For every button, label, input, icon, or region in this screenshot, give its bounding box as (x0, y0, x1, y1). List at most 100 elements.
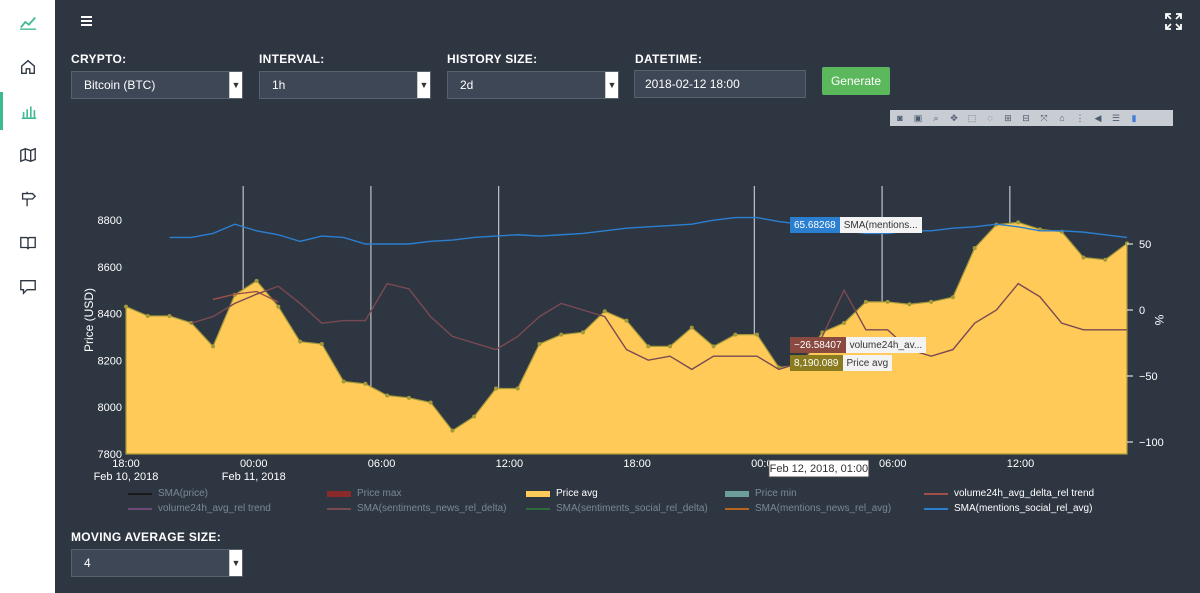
map-icon (19, 147, 36, 163)
sidebar-item-home[interactable] (0, 48, 55, 86)
home-icon (20, 59, 35, 74)
y-left-axis-title: Price (USD) (82, 288, 96, 352)
price-avg-point (211, 344, 216, 349)
legend-label: SMA(mentions_social_rel_avg) (954, 503, 1093, 514)
plotly-logo-icon[interactable]: ▮ (1131, 112, 1137, 123)
price-avg-point (254, 278, 259, 283)
price-avg-point (450, 428, 455, 433)
zoom-out-icon[interactable]: ⊟ (1022, 112, 1030, 123)
reset-axes-icon[interactable]: ⌂ (1059, 113, 1065, 123)
legend-item-mentions-news[interactable]: SMA(mentions_news_rel_avg) (725, 503, 891, 514)
series-line-3 (169, 216, 1128, 245)
sidebar-item-charts[interactable] (0, 92, 55, 130)
price-avg-point (363, 381, 368, 386)
crypto-select-value: Bitcoin (BTC) (84, 78, 156, 92)
sidebar-item-map[interactable] (0, 136, 55, 174)
price-avg-point (907, 302, 912, 307)
price-avg-point (711, 344, 716, 349)
legend-item-price-min[interactable]: Price min (725, 488, 797, 499)
sidebar-item-docs[interactable] (0, 224, 55, 262)
autoscale-icon[interactable]: ⤧ (1040, 112, 1048, 123)
y-left-tick-label: 8600 (98, 262, 122, 274)
x-tick-label: 12:00 (1007, 458, 1035, 470)
legend-item-sentiments-social[interactable]: SMA(sentiments_social_rel_delta) (526, 503, 708, 514)
fullscreen-icon[interactable] (1165, 13, 1182, 30)
legend-item-price-max[interactable]: Price max (327, 488, 401, 499)
camera-icon[interactable]: ◙ (897, 113, 903, 123)
pan-icon[interactable]: ✥ (950, 112, 958, 123)
chart-legend: SMA(price) Price max Price avg Price min… (55, 486, 1200, 516)
y-left-tick-label: 8400 (98, 309, 122, 321)
y-right-tick-label: 50 (1139, 239, 1151, 251)
y-left-tick-label: 8000 (98, 402, 122, 414)
price-avg-point (385, 393, 390, 398)
datetime-label: DATETIME: (635, 52, 703, 66)
spike-lines-icon[interactable]: ⋮ (1075, 112, 1085, 123)
history-size-select[interactable]: 2d ▼ (447, 71, 619, 99)
legend-item-mentions-social[interactable]: SMA(mentions_social_rel_avg) (924, 503, 1092, 514)
legend-label: Price max (357, 488, 402, 499)
price-avg-point (1125, 241, 1129, 246)
history-size-label: HISTORY SIZE: (447, 52, 538, 66)
hamburger-icon[interactable] (79, 12, 95, 30)
price-avg-point (863, 299, 868, 304)
price-avg-point (929, 299, 934, 304)
price-avg-point (472, 414, 477, 419)
sidebar-item-logo[interactable] (0, 3, 55, 41)
zoom-icon[interactable]: ⌕ (933, 112, 939, 123)
hover-compare-icon[interactable]: ☰ (1111, 112, 1121, 123)
price-avg-point (602, 309, 607, 314)
crypto-label: CRYPTO: (71, 52, 127, 66)
price-chart[interactable]: 7800 8000 8200 8400 8600 8800 50 0 −50 −100 Price … (55, 120, 1200, 530)
hover-tag: −26.58407 volume24h_av... (790, 337, 927, 353)
y-right-tick-label: 0 (1139, 305, 1145, 317)
x-tick-label: 18:00 (623, 458, 651, 470)
zoom-in-icon[interactable]: ⊞ (1004, 112, 1012, 123)
x-tick-label: 06:00 (368, 458, 396, 470)
lasso-icon[interactable]: ◌ (987, 113, 993, 123)
moving-average-label: MOVING AVERAGE SIZE: (71, 530, 222, 544)
sidebar (0, 0, 55, 593)
main-content: CRYPTO: Bitcoin (BTC) ▼ INTERVAL: 1h ▼ H… (55, 0, 1200, 593)
price-avg-point (515, 386, 520, 391)
y-left-tick-label: 8200 (98, 355, 122, 367)
price-avg-point (668, 344, 673, 349)
price-avg-point (537, 342, 542, 347)
sidebar-item-chat[interactable] (0, 268, 55, 306)
moving-average-select[interactable]: 4 ▼ (71, 549, 243, 577)
price-avg-point (1103, 257, 1108, 262)
moving-average-select-value: 4 (84, 556, 91, 570)
price-avg-point (972, 246, 977, 251)
price-avg-point (842, 320, 847, 325)
x-tick-label: 06:00 (879, 458, 907, 470)
hover-closest-icon[interactable]: ◀ (1094, 112, 1102, 123)
legend-item-volume-delta-trend[interactable]: volume24h_avg_delta_rel trend (924, 488, 1094, 499)
legend-item-price-avg[interactable]: Price avg (526, 488, 598, 499)
x-tick-label: 12:00 (496, 458, 524, 470)
box-select-icon[interactable]: ⬚ (967, 112, 977, 123)
interval-select-value: 1h (272, 78, 286, 92)
interval-select[interactable]: 1h ▼ (259, 71, 431, 99)
chart-modebar: ◙ ▣ ⌕ ✥ ⬚ ◌ ⊞ ⊟ ⤧ ⌂ ⋮ ◀ ☰ ▮ (890, 110, 1173, 126)
crypto-select[interactable]: Bitcoin (BTC) ▼ (71, 71, 243, 99)
x-tick-label: 00:00 (240, 458, 268, 470)
legend-item-sentiments-news[interactable]: SMA(sentiments_news_rel_delta) (327, 503, 507, 514)
price-avg-point (1081, 255, 1086, 260)
chat-icon (19, 280, 36, 295)
legend-label: SMA(mentions_news_rel_avg) (755, 503, 892, 514)
hover-tag-value: 8,190.089 (790, 355, 843, 371)
generate-button[interactable]: Generate (822, 67, 890, 95)
legend-item-volume-rel-trend[interactable]: volume24h_avg_rel trend (128, 503, 271, 514)
save-icon[interactable]: ▣ (913, 112, 923, 123)
sidebar-item-signpost[interactable] (0, 180, 55, 218)
price-avg-point (580, 330, 585, 335)
x-tick-sublabel: Feb 11, 2018 (222, 471, 286, 483)
legend-label: volume24h_avg_delta_rel trend (954, 488, 1095, 499)
datetime-input[interactable]: 2018-02-12 18:00 (634, 70, 806, 98)
price-avg-point (755, 332, 760, 337)
x-tick-label: 18:00 (112, 458, 140, 470)
legend-item-sma-price[interactable]: SMA(price) (128, 488, 208, 499)
book-icon (19, 236, 36, 250)
price-avg-point (646, 344, 651, 349)
legend-label: Price min (755, 488, 797, 499)
